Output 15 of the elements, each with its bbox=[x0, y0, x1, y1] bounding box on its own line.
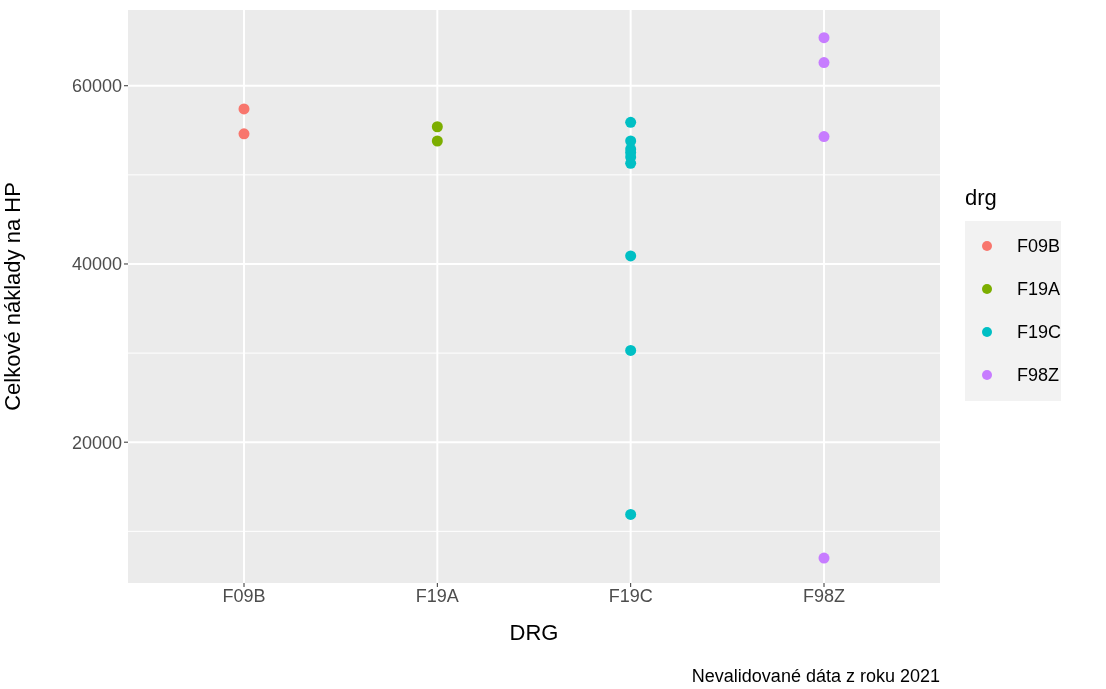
legend-label: F98Z bbox=[1017, 365, 1060, 386]
y-tick-label: 60000 bbox=[71, 76, 122, 97]
x-axis-title: DRG bbox=[509, 620, 559, 645]
text: Nevalidované dáta z roku 2021 bbox=[691, 666, 940, 687]
y-tick-label: 40000 bbox=[71, 254, 122, 275]
x-tick-label: F19C bbox=[608, 585, 653, 606]
x-tick-label: F19A bbox=[415, 585, 459, 606]
x-tick-label: F09B bbox=[222, 585, 266, 606]
legend-label: F19C bbox=[1017, 322, 1062, 343]
legend-title: drg bbox=[965, 185, 998, 211]
legend-label: F09B bbox=[1017, 236, 1061, 257]
x-tick-label: F98Z bbox=[802, 585, 846, 606]
y-tick-label: 20000 bbox=[71, 432, 122, 453]
legend-label: F19A bbox=[1017, 279, 1061, 300]
y-axis-title: Celkové náklady na HP bbox=[0, 182, 25, 411]
